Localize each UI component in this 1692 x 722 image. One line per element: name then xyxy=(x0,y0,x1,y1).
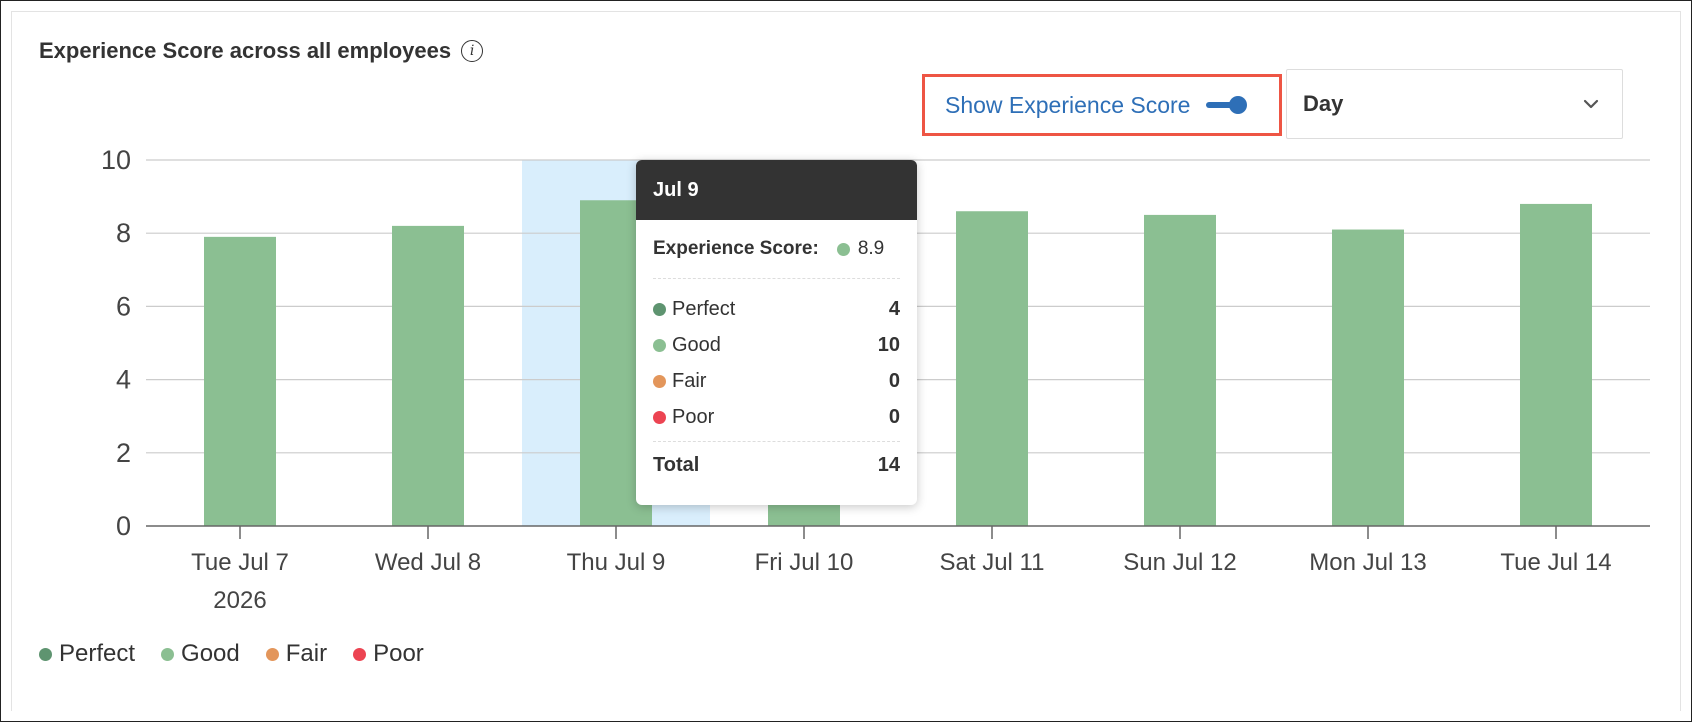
tooltip-score-value: 8.9 xyxy=(857,238,885,259)
chart-header: Experience Score across all employees i xyxy=(39,38,484,64)
period-select-value: Day xyxy=(1303,91,1344,116)
tooltip-row-value: 0 xyxy=(888,369,900,392)
legend-item-fair[interactable]: Fair xyxy=(265,640,328,668)
fair-dot xyxy=(653,374,666,388)
tooltip-score-label: Experience Score: xyxy=(653,238,819,259)
tooltip-score-row: Experience Score: 8.9 xyxy=(653,220,900,279)
y-tick-label: 10 xyxy=(101,145,131,175)
chart-tooltip: Jul 9 Experience Score: 8.9 Perfect 4 Go… xyxy=(636,160,917,505)
tooltip-row-value: 0 xyxy=(888,405,900,428)
good-dot xyxy=(653,338,666,352)
x-tick-label: Fri Jul 10 xyxy=(755,549,854,576)
y-tick-label: 0 xyxy=(116,511,131,541)
legend-item-perfect[interactable]: Perfect xyxy=(39,640,135,668)
toggle-track xyxy=(1206,102,1243,108)
legend-label: Poor xyxy=(373,640,424,667)
poor-dot xyxy=(653,410,666,424)
tooltip-row-label: Fair xyxy=(672,369,707,392)
y-tick-label: 8 xyxy=(116,218,131,248)
x-tick-label: Wed Jul 8 xyxy=(375,549,481,576)
toggle-knob xyxy=(1229,96,1248,114)
tooltip-row-good: Good 10 xyxy=(653,327,900,363)
legend-swatch-poor xyxy=(353,647,367,661)
legend-label: Good xyxy=(181,640,240,667)
tooltip-date: Jul 9 xyxy=(636,160,917,220)
bar[interactable] xyxy=(1520,203,1592,527)
tooltip-row-value: 4 xyxy=(888,297,900,320)
legend-swatch-fair xyxy=(265,647,279,661)
bar[interactable] xyxy=(204,236,276,527)
period-select[interactable]: Day xyxy=(1286,69,1623,139)
x-tick-label: Sat Jul 11 xyxy=(940,549,1045,576)
y-tick-label: 2 xyxy=(116,438,131,468)
tooltip-row-label: Poor xyxy=(672,405,715,428)
tooltip-row-label: Perfect xyxy=(672,297,736,320)
tooltip-total-label: Total xyxy=(653,453,700,476)
tooltip-total-value: 14 xyxy=(877,453,900,476)
toggle-switch[interactable] xyxy=(1206,95,1248,115)
tooltip-row-poor: Poor 0 xyxy=(653,399,900,435)
bar[interactable] xyxy=(956,211,1028,527)
chart-title: Experience Score across all employees xyxy=(39,38,452,63)
tooltip-row-label: Good xyxy=(672,333,721,356)
show-experience-score-toggle[interactable]: Show Experience Score xyxy=(922,74,1282,136)
perfect-dot xyxy=(653,302,666,316)
x-tick-label: Thu Jul 9 xyxy=(567,549,666,576)
tooltip-total-row: Total 14 xyxy=(653,442,900,488)
legend-swatch-good xyxy=(161,647,175,661)
x-tick-label: Tue Jul 7 xyxy=(191,549,289,576)
bar[interactable] xyxy=(1332,229,1404,527)
x-tick-label: Tue Jul 14 xyxy=(1500,549,1611,576)
chart-legend: Perfect Good Fair Poor xyxy=(39,640,424,668)
bar[interactable] xyxy=(392,225,464,526)
tooltip-row-perfect: Perfect 4 xyxy=(653,291,900,327)
y-tick-label: 6 xyxy=(116,291,131,321)
x-tick-label: Sun Jul 12 xyxy=(1123,549,1236,576)
legend-item-poor[interactable]: Poor xyxy=(353,640,424,668)
info-icon[interactable]: i xyxy=(461,40,484,62)
legend-label: Perfect xyxy=(59,640,136,667)
tooltip-breakdown: Perfect 4 Good 10 Fair 0 Poor 0 xyxy=(653,279,900,442)
toggle-label: Show Experience Score xyxy=(945,91,1191,118)
tooltip-row-fair: Fair 0 xyxy=(653,363,900,399)
x-tick-sublabel: 2026 xyxy=(213,587,266,614)
bar[interactable] xyxy=(1144,214,1216,526)
legend-swatch-perfect xyxy=(39,647,52,661)
legend-item-good[interactable]: Good xyxy=(161,640,240,668)
card xyxy=(11,11,1681,711)
y-tick-label: 4 xyxy=(116,365,131,395)
tooltip-row-value: 10 xyxy=(877,333,900,356)
legend-label: Fair xyxy=(285,640,328,667)
chevron-down-icon xyxy=(1583,99,1599,109)
tooltip-score-dot xyxy=(836,242,850,256)
x-tick-label: Mon Jul 13 xyxy=(1309,549,1426,576)
